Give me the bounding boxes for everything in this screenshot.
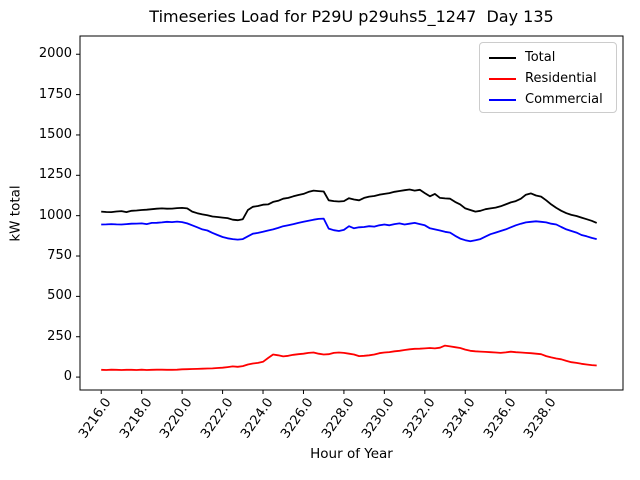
legend-label-total: Total [525,50,556,65]
legend-entry-total: Total [480,47,616,68]
y-tick-label: 1000 [38,207,72,223]
y-tick-label: 1250 [38,167,72,183]
y-axis-label: kW total [7,185,24,242]
y-tick-label: 500 [47,288,72,304]
legend-entry-residential: Residential [480,68,616,89]
axes-frame [79,35,624,391]
y-tick-label: 750 [47,248,72,264]
y-tick-label: 0 [63,369,72,385]
y-tick-label: 2000 [38,46,72,62]
series-line-residential [101,344,597,371]
commercial-line-swatch [489,98,516,101]
y-tick-label: 250 [47,328,72,344]
y-tick-label: 1500 [38,126,72,142]
series-line-commercial [101,217,597,243]
y-tick-label: 1750 [38,86,72,102]
residential-line-swatch [489,77,516,80]
chart-title: Timeseries Load for P29U p29uhs5_1247 Da… [149,7,554,26]
x-axis-label: Hour of Year [310,446,393,462]
legend-label-commercial: Commercial [525,92,603,107]
series-line-total [101,188,598,224]
legend-label-residential: Residential [525,71,597,86]
total-line-swatch [489,56,516,59]
legend: Total Residential Commercial [479,42,617,113]
legend-entry-commercial: Commercial [480,89,616,110]
